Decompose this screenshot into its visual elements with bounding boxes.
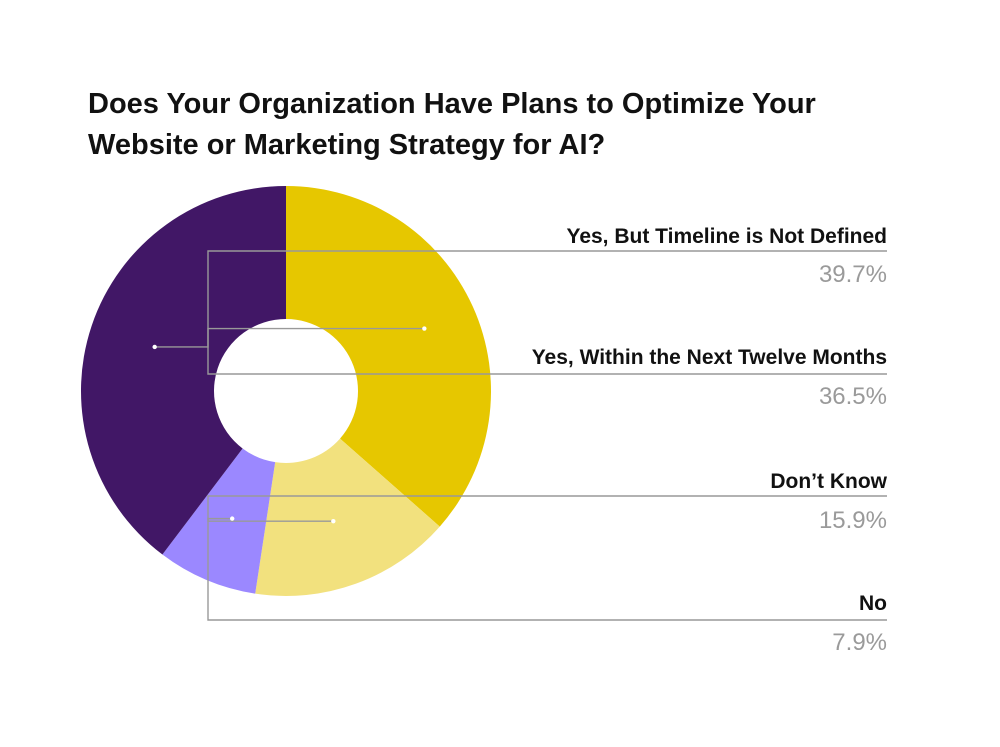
donut-slices [81,186,491,596]
leader-line-no [207,517,887,621]
leader-line-yes-within-the-next-twelve-months [207,327,887,375]
leader-dot-yes-within-the-next-twelve-months [422,326,427,331]
leader-dot-no [229,516,235,521]
donut-slice-don-t-know [255,438,440,596]
chart-title: Does Your Organization Have Plans to Opt… [88,84,908,166]
leader-dot-yes-but-timeline-is-not-defined [152,344,157,350]
leader-lines [152,250,887,621]
slice-labels: Yes, Within the Next Twelve Months 36.5% D… [532,225,888,656]
leader-line-don-t-know [207,495,887,522]
slice-value-don-t-know: 15.9% [819,507,887,534]
leader-line-yes-but-timeline-is-not-defined [154,250,887,348]
slice-label-yes-within-the-next-twelve-months: Yes, Within the Next Twelve Months [532,346,887,369]
slice-value-yes-but-timeline-is-not-defined: 39.7% [819,261,887,288]
slice-label-yes-but-timeline-is-not-defined: Yes, But Timeline is Not Defined [566,225,887,248]
slice-label-don-t-know: Don’t Know [770,470,887,493]
slice-value-no: 7.9% [832,629,887,656]
donut-slice-yes-within-the-next-twelve-months [286,186,491,527]
slice-label-no: No [859,592,887,615]
donut-slice-yes-but-timeline-is-not-defined [81,186,287,555]
slice-value-yes-within-the-next-twelve-months: 36.5% [819,383,887,410]
chart-title-line-1: Does Your Organization Have Plans to Opt… [88,88,816,120]
chart-title-line-2: Website or Marketing Strategy for AI? [88,129,606,161]
leader-dot-don-t-know [331,518,336,524]
